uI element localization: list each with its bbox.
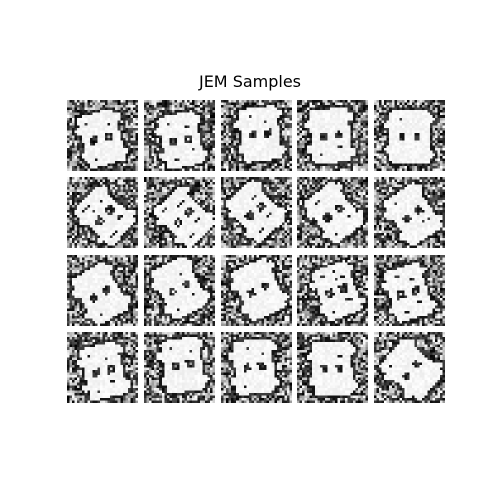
sample-image [220, 177, 292, 249]
sample-image [67, 331, 138, 403]
sample-image [297, 177, 369, 249]
sample-image [143, 177, 215, 249]
sample-image [374, 254, 445, 326]
sample-image [143, 100, 215, 171]
sample-image [67, 100, 138, 171]
figure-title: JEM Samples [198, 72, 302, 91]
sample-image [374, 100, 445, 171]
sample-image [374, 331, 445, 403]
sample-image [220, 100, 292, 171]
sample-image [297, 254, 369, 326]
sample-image [67, 177, 138, 249]
sample-image [220, 331, 292, 403]
sample-image [67, 254, 138, 326]
sample-image [143, 254, 215, 326]
sample-grid [67, 100, 445, 403]
sample-image [374, 177, 445, 249]
sample-image [297, 331, 369, 403]
sample-image [220, 254, 292, 326]
sample-image [297, 100, 369, 171]
sample-image [143, 331, 215, 403]
